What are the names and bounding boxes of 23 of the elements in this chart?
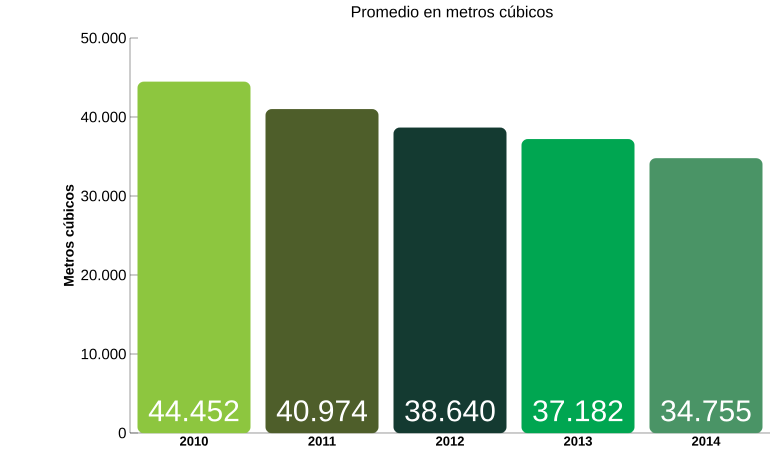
x-tick-label: 2011: [308, 436, 336, 446]
y-axis-title: Metros cúbicos: [63, 184, 74, 286]
y-tick-label: 10.000: [82, 348, 126, 360]
data-label: 38.640: [405, 400, 495, 422]
data-label: 40.974: [276, 400, 367, 422]
bar: [649, 158, 763, 434]
x-tick-label: 2014: [692, 436, 720, 446]
data-label: 44.452: [148, 400, 238, 422]
x-tick-label: 2010: [180, 436, 208, 446]
bar: [521, 139, 635, 434]
y-tick-label: 30.000: [81, 190, 126, 202]
y-tick-label: 40.000: [80, 112, 126, 122]
bar: [393, 128, 507, 434]
data-label: 37.182: [533, 400, 622, 422]
y-tick-label: 0: [118, 428, 126, 438]
x-tick-label: 2013: [564, 436, 592, 446]
y-tick-label: 50.000: [81, 32, 126, 44]
data-label: 34.755: [661, 400, 751, 422]
y-tick-label: 20.000: [81, 270, 126, 280]
bar: [137, 82, 251, 434]
chart-title: Promedio en metros cúbicos: [352, 6, 553, 18]
bar: [265, 109, 379, 434]
x-tick-label: 2012: [436, 436, 464, 446]
